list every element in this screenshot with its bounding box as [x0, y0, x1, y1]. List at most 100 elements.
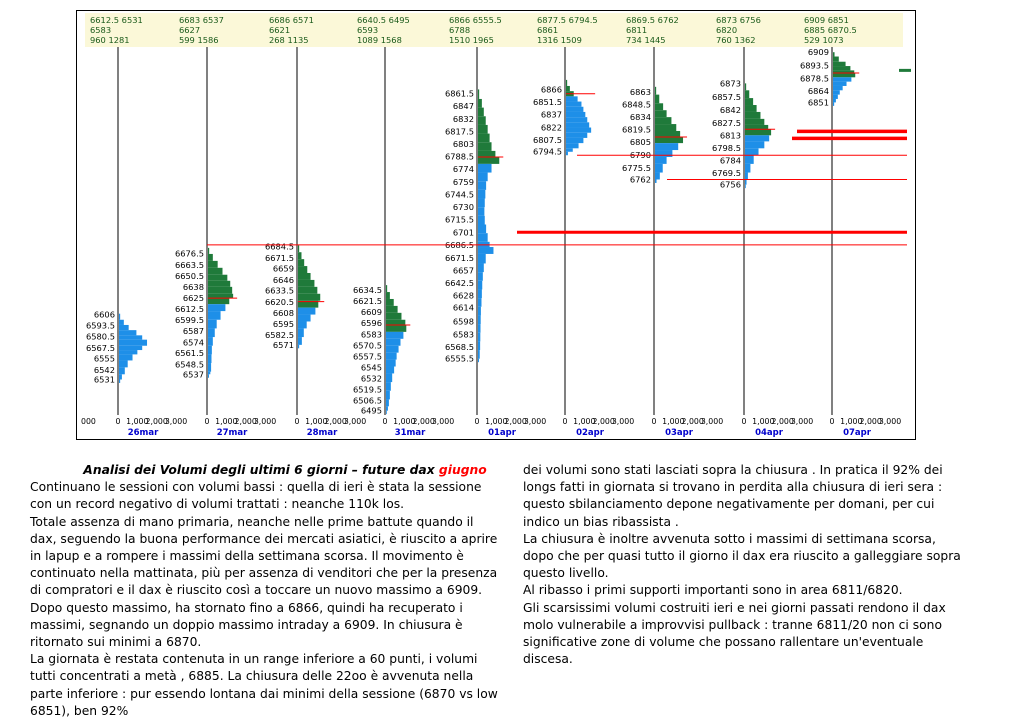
day-date-label: 31mar — [395, 428, 426, 438]
price-level-label: 6537 — [183, 369, 204, 379]
volume-bar — [655, 143, 679, 151]
day-date-label: 01apr — [488, 428, 517, 438]
volume-bar — [386, 319, 406, 325]
day-header-text: 1510 1965 — [449, 35, 494, 45]
price-level-label: 6583 — [361, 329, 382, 339]
price-level-label: 6832 — [453, 114, 474, 124]
x-tick-label: 3,000 — [524, 417, 546, 426]
volume-bar — [386, 406, 388, 411]
volume-bar — [566, 151, 568, 156]
price-level-label: 6715.5 — [445, 215, 474, 225]
price-level-label: 6893.5 — [800, 61, 829, 71]
price-level-label: 6730 — [453, 202, 474, 212]
price-level-label: 6532 — [361, 374, 382, 384]
price-level-label: 6817.5 — [445, 126, 474, 136]
volume-bar — [386, 285, 388, 293]
x-tick-label: 3,000 — [344, 417, 366, 426]
article-title-accent: giugno — [438, 463, 487, 477]
volume-bar — [478, 172, 488, 182]
x-tick-label: 2,000 — [505, 417, 527, 426]
volume-bar — [745, 105, 757, 112]
price-level-label: 6657 — [453, 265, 474, 275]
article-paragraph: Al ribasso i primi supporti importanti s… — [523, 583, 903, 598]
price-level-label: 6784 — [720, 155, 741, 165]
volume-bar — [833, 61, 846, 67]
volume-bar — [655, 110, 667, 118]
volume-bar — [478, 247, 494, 254]
price-level-label: 6659 — [273, 264, 294, 274]
day-header-text: 6788 — [449, 25, 470, 35]
price-level-label: 6774 — [453, 164, 474, 174]
volume-bar — [478, 332, 481, 342]
volume-bar — [208, 371, 211, 375]
article-paragraph: Totale assenza di mano primaria, neanche… — [30, 514, 498, 650]
price-level-label: 6813 — [720, 130, 741, 140]
volume-bar — [298, 245, 300, 253]
volume-bar — [386, 305, 398, 313]
price-level-label: 6642.5 — [445, 278, 474, 288]
volume-bar — [478, 298, 482, 307]
day-header-text: 6683 6537 — [179, 15, 224, 25]
day-date-label: 02apr — [576, 428, 605, 438]
day-date-label: 27mar — [217, 428, 248, 438]
price-level-label: 6684.5 — [265, 242, 294, 252]
volume-bar — [655, 124, 677, 131]
day-header-text: 1316 1509 — [537, 35, 582, 45]
price-level-label: 6878.5 — [800, 74, 829, 84]
x-axis-fragment-label: 000 — [81, 417, 96, 426]
day-header-text: 6877.5 6794.5 — [537, 15, 598, 25]
volume-bar — [386, 298, 394, 306]
volume-bar — [478, 124, 488, 134]
volume-bar — [208, 345, 212, 355]
price-level-label: 6805 — [630, 137, 651, 147]
volume-bar — [655, 179, 657, 183]
day-header-text: 6583 — [90, 25, 111, 35]
x-tick-label: 1,000 — [215, 417, 237, 426]
x-tick-label: 0 — [563, 417, 568, 426]
volume-bar — [478, 272, 483, 281]
price-level-label: 6909 — [808, 47, 829, 57]
volume-bar — [298, 252, 302, 260]
price-level-label: 6609 — [361, 307, 382, 317]
volume-bar — [298, 293, 321, 301]
x-tick-label: 3,000 — [432, 417, 454, 426]
volume-bar — [655, 117, 672, 125]
x-tick-label: 3,000 — [791, 417, 813, 426]
volume-bar — [298, 279, 315, 287]
volume-bar — [386, 382, 391, 391]
volume-bar — [566, 122, 590, 128]
price-level-label: 6495 — [361, 406, 382, 416]
volume-bar — [298, 272, 311, 280]
volume-bar — [298, 300, 319, 308]
price-level-label: 6794.5 — [533, 146, 562, 156]
volume-bar — [478, 263, 484, 273]
volume-bar — [478, 253, 486, 264]
price-level-label: 6574 — [183, 337, 204, 347]
x-tick-label: 0 — [295, 417, 300, 426]
volume-bar — [478, 315, 481, 325]
price-level-label: 6701 — [453, 227, 474, 237]
price-level-label: 6628 — [453, 291, 474, 301]
price-level-label: 6612.5 — [175, 304, 204, 314]
day-header-text: 6686 6571 — [269, 15, 314, 25]
price-level-label: 6598 — [453, 316, 474, 326]
volume-bar — [208, 274, 228, 281]
price-level-label: 6580.5 — [86, 332, 115, 342]
volume-bar — [833, 85, 843, 91]
volume-bar — [833, 56, 839, 62]
x-tick-label: 0 — [742, 417, 747, 426]
price-level-label: 6837 — [541, 110, 562, 120]
volume-bar — [208, 280, 231, 287]
price-level-label: 6671.5 — [445, 253, 474, 263]
volume-bar — [119, 350, 138, 355]
volume-bar — [833, 98, 836, 103]
price-level-label: 6614 — [453, 303, 474, 313]
volume-bar — [745, 172, 748, 180]
price-level-label: 6671.5 — [265, 253, 294, 263]
x-tick-label: 1,000 — [305, 417, 327, 426]
x-tick-label: 1,000 — [662, 417, 684, 426]
price-level-label: 6842 — [720, 105, 741, 115]
volume-bar — [208, 337, 213, 346]
price-level-label: 6744.5 — [445, 190, 474, 200]
x-tick-label: 3,000 — [701, 417, 723, 426]
